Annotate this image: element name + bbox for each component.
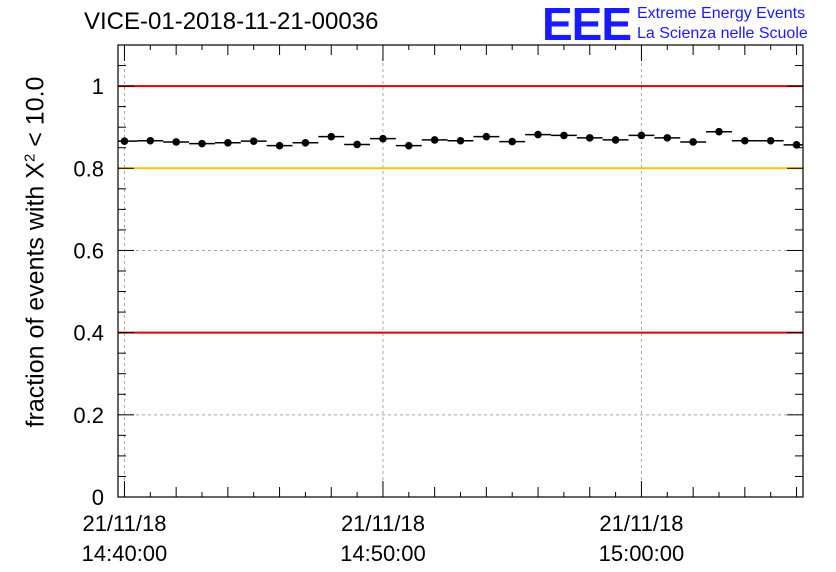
- y-tick-label-4: 0.8: [73, 156, 104, 181]
- data-point-17: [560, 131, 568, 140]
- data-point-20: [637, 131, 646, 140]
- y-tick-label-0: 0: [92, 485, 104, 510]
- y-tick-label-5: 1: [92, 74, 104, 99]
- data-point-18: [585, 134, 594, 142]
- data-point-12: [430, 136, 439, 144]
- data-point-5: [249, 137, 258, 145]
- data-point-10: [379, 134, 387, 143]
- x-tick-label-1-line-0: 21/11/18: [341, 511, 425, 536]
- x-tick-label-1-line-1: 14:50:00: [340, 541, 426, 566]
- data-point-6: [275, 141, 284, 150]
- plot-frame: [117, 44, 804, 498]
- data-point-3: [198, 139, 206, 148]
- y-axis-label-prefix: fraction of events with X: [21, 162, 50, 428]
- data-point-1: [146, 136, 155, 145]
- chart-title: VICE-01-2018-11-21-00036: [84, 8, 379, 35]
- data-point-13: [456, 136, 465, 145]
- data-point-4: [224, 138, 232, 147]
- data-point-9: [353, 140, 361, 149]
- data-point-24: [741, 136, 749, 145]
- data-point-19: [611, 136, 620, 144]
- data-point-21: [663, 134, 672, 142]
- data-point-2: [172, 138, 180, 146]
- y-tick-label-2: 0.4: [73, 321, 104, 346]
- data-point-11: [405, 141, 413, 150]
- y-tick-label-1: 0.2: [73, 403, 104, 428]
- data-point-16: [534, 130, 542, 139]
- x-tick-label-0-line-1: 14:40:00: [82, 541, 168, 566]
- eee-logo: EEE Extreme Energy Events La Scienza nel…: [542, 0, 832, 50]
- logo-line2: La Scienza nelle Scuole: [637, 25, 808, 42]
- logo-mark: EEE: [542, 0, 632, 50]
- data-point-15: [508, 137, 516, 146]
- y-tick-label-3: 0.6: [73, 238, 104, 263]
- data-point-0: [120, 137, 129, 145]
- data-point-7: [301, 138, 310, 147]
- data-point-26: [792, 141, 801, 149]
- data-point-25: [766, 136, 775, 145]
- data-point-22: [689, 138, 697, 146]
- data-point-23: [715, 127, 723, 136]
- x-tick-label-2-line-0: 21/11/18: [599, 511, 683, 536]
- y-axis-label-suffix: < 10.0: [21, 76, 50, 154]
- x-tick-label-2-line-1: 15:00:00: [599, 541, 685, 566]
- data-point-14: [482, 132, 491, 141]
- y-axis-label-sup: 2: [21, 153, 39, 163]
- data-point-8: [327, 132, 336, 141]
- x-tick-label-0-line-0: 21/11/18: [82, 511, 166, 536]
- logo-line1: Extreme Energy Events: [637, 5, 806, 22]
- y-axis-label: fraction of events with X2 < 10.0: [21, 77, 50, 428]
